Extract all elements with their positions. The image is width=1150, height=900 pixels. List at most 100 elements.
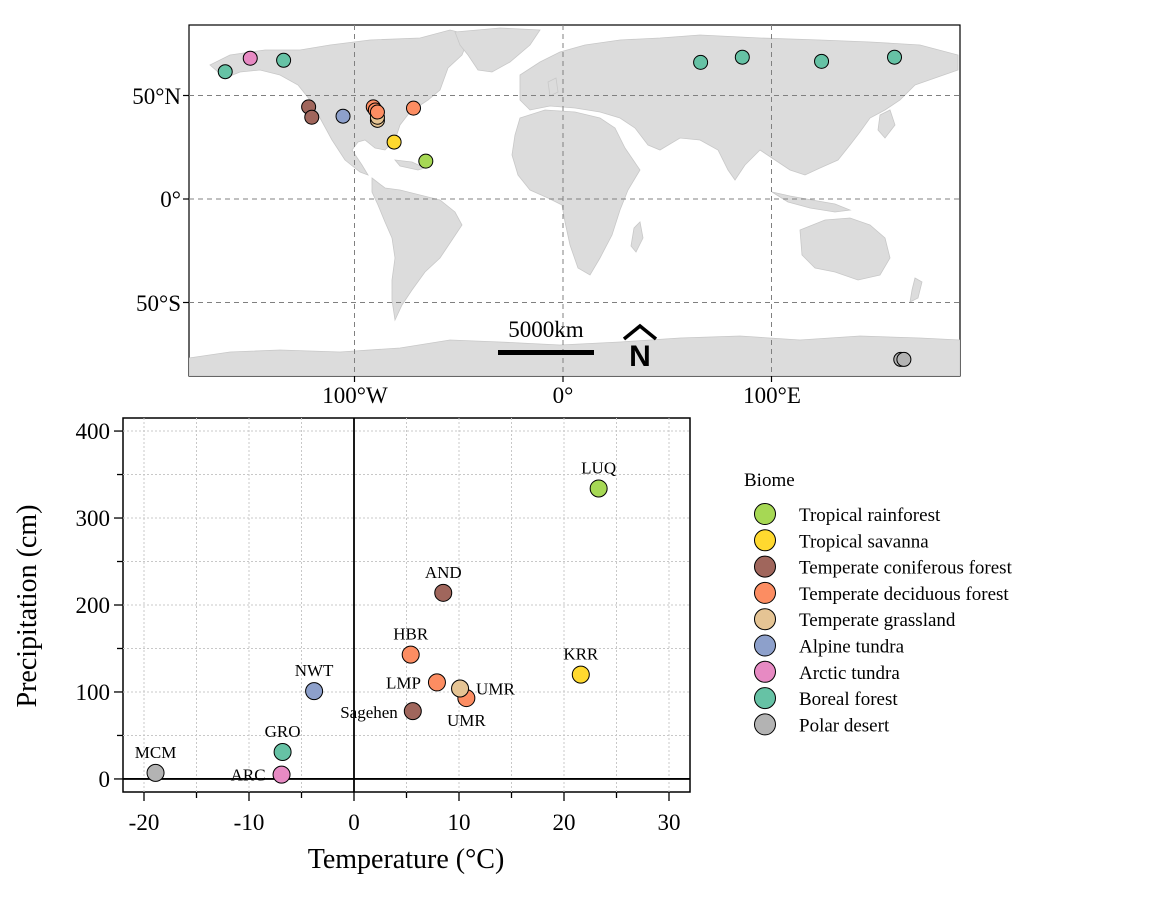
north-arrow-label: N (629, 340, 651, 373)
legend-items: Tropical rainforest Tropical savanna Tempe… (754, 503, 1013, 736)
map-site-marker (276, 52, 292, 68)
map-site-marker (418, 153, 434, 169)
lon-label-100w: 100°W (322, 383, 388, 408)
y-tick-label: 100 (76, 680, 111, 705)
x-axis-title: Temperature (°C) (308, 844, 505, 875)
y-tick-label: 300 (76, 506, 111, 531)
map-site-marker (386, 134, 402, 150)
x-tick-label: 20 (553, 810, 576, 835)
legend-swatch (754, 555, 776, 578)
map-site-marker (217, 64, 233, 80)
north-arrow: N (622, 323, 658, 373)
legend-label: Polar desert (799, 715, 890, 736)
antarctica-land (189, 335, 960, 376)
map-site-marker (406, 100, 422, 116)
lat-label-0: 0° (160, 187, 181, 212)
legend-item: Tropical rainforest (754, 503, 941, 526)
legend-item: Tropical savanna (754, 529, 929, 552)
legend-swatch (754, 581, 776, 604)
data-point-arc (272, 765, 291, 784)
point-label-lmp: LMP (386, 673, 421, 692)
point-label-umr: UMR (476, 679, 515, 698)
point-label-nwt: NWT (295, 661, 334, 680)
data-points (146, 479, 608, 784)
point-label-mcm: MCM (135, 743, 177, 762)
legend-swatch (754, 503, 776, 525)
point-label-hbr: HBR (393, 625, 429, 644)
point-label-sagehen: Sagehen (340, 703, 398, 722)
point-labels: LUQ KRR AND Sagehen HBR LMP UMR UMR NWT ARC GRO MCM (135, 458, 616, 784)
lon-label-100e: 100°E (743, 383, 801, 408)
legend: Biome Tropical rainforest Tropical savann… (744, 470, 1013, 736)
legend-item: Arctic tundra (754, 660, 900, 684)
legend-label: Alpine tundra (799, 637, 905, 658)
new-zealand-land (909, 277, 923, 303)
legend-label: Boreal forest (799, 689, 898, 710)
legend-label: Tropical savanna (799, 531, 929, 552)
legend-item: Temperate coniferous forest (754, 555, 1013, 579)
map-site-marker (242, 50, 258, 66)
greenland-land (454, 27, 541, 73)
map-site-marker (369, 104, 385, 120)
point-label-and: AND (425, 563, 462, 582)
x-tick-label: 30 (658, 810, 681, 835)
data-point-and (434, 583, 453, 602)
africa-land (511, 109, 641, 276)
lon-label-0: 0° (553, 383, 574, 408)
point-label-gro: GRO (265, 722, 301, 741)
legend-swatch (754, 687, 776, 710)
data-point-krr (571, 665, 590, 684)
legend-swatch (754, 529, 776, 552)
y-tick-label: 200 (76, 593, 111, 618)
scale-bar: 5000km (498, 317, 594, 355)
australia-land (799, 217, 891, 281)
landmasses (189, 27, 960, 376)
data-point-nwt (305, 682, 324, 701)
map-site-marker (734, 49, 750, 65)
legend-item: Temperate deciduous forest (754, 581, 1009, 605)
map-site-marker (693, 54, 709, 70)
legend-label: Tropical rainforest (799, 505, 941, 526)
point-label-arc: ARC (231, 766, 266, 785)
y-axis-title: Precipitation (cm) (12, 505, 43, 708)
map-site-marker (335, 108, 351, 124)
legend-label: Temperate coniferous forest (799, 558, 1013, 579)
x-tick-label: 10 (448, 810, 471, 835)
map-site-marker (304, 109, 320, 125)
point-label-luq: LUQ (581, 458, 616, 477)
indonesia-land (771, 191, 852, 213)
legend-label: Arctic tundra (799, 663, 900, 684)
x-tick-label: -10 (234, 810, 265, 835)
legend-swatch (754, 713, 776, 736)
data-point-sagehen (403, 702, 422, 721)
x-tick-label: -20 (129, 810, 160, 835)
y-tick-label: 400 (76, 419, 111, 444)
point-label-umr: UMR (447, 711, 486, 730)
madagascar-land (630, 221, 644, 253)
legend-title: Biome (744, 470, 795, 491)
legend-item: Boreal forest (754, 687, 898, 710)
legend-item: Temperate grassland (754, 608, 956, 631)
zero-lines (123, 418, 690, 792)
lat-label-50s: 50°S (136, 291, 181, 316)
japan-land (877, 109, 896, 139)
legend-swatch (754, 634, 776, 657)
scale-bar-line (498, 350, 594, 355)
data-point-umr (451, 679, 470, 698)
map-site-marker (887, 49, 903, 65)
map-gridlines (183, 25, 960, 382)
legend-label: Temperate deciduous forest (799, 584, 1009, 605)
caribbean-land (394, 159, 427, 171)
data-point-gro (273, 742, 292, 761)
uk-land (547, 77, 559, 97)
legend-item: Alpine tundra (754, 634, 905, 658)
lat-label-50n: 50°N (132, 84, 181, 109)
south-america-land (371, 177, 463, 322)
north-arrow-chevron (622, 323, 658, 341)
scale-bar-label: 5000km (508, 317, 584, 342)
map-sites (217, 49, 912, 367)
point-label-krr: KRR (563, 645, 599, 664)
data-point-lmp (427, 673, 446, 692)
